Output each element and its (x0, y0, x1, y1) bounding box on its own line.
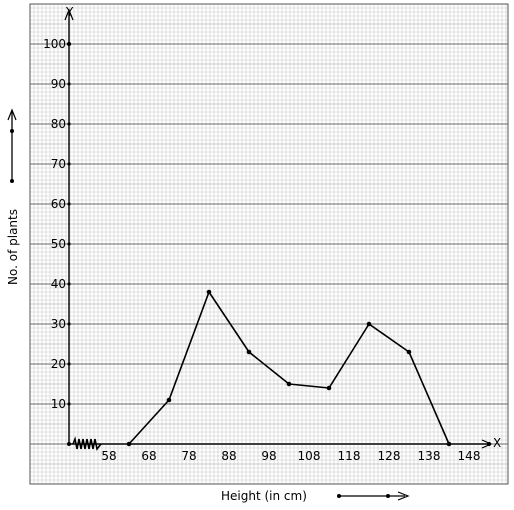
data-point (126, 441, 132, 447)
y-tick-mark (67, 162, 71, 166)
y-tick-mark (67, 82, 71, 86)
data-point (166, 397, 172, 403)
y-tick-mark (67, 362, 71, 366)
x-axis-end-point (486, 441, 492, 447)
x-tick-label: 68 (141, 449, 156, 463)
x-tick-label: 98 (261, 449, 276, 463)
y-tick-mark (67, 122, 71, 126)
data-point (446, 441, 452, 447)
direction-arrows (7, 108, 410, 501)
x-direction-arrowhead (397, 491, 410, 501)
y-tick-label: 10 (51, 397, 66, 411)
y-direction-arrowhead (7, 108, 17, 121)
y-axis-title: No. of plants (6, 209, 20, 285)
y-direction-dot (10, 179, 14, 183)
x-direction-dot (386, 494, 390, 498)
y-axis-arrowhead (64, 8, 74, 21)
x-tick-label: 148 (458, 449, 481, 463)
y-tick-label: 30 (51, 317, 66, 331)
x-axis-break-zigzag (72, 436, 102, 451)
x-direction-dot (337, 494, 341, 498)
data-point (406, 349, 412, 355)
y-tick-label: 40 (51, 277, 66, 291)
y-tick-label: 60 (51, 197, 66, 211)
chart-labels: Y X Height (in cm) No. of plants 10 20 30 4… (6, 5, 501, 503)
y-tick-label: 80 (51, 117, 66, 131)
x-axis-title: Height (in cm) (221, 489, 307, 503)
y-tick-label: 90 (51, 77, 66, 91)
y-tick-label: 70 (51, 157, 66, 171)
data-point (366, 321, 372, 327)
y-tick-mark (67, 322, 71, 326)
x-tick-label: 108 (298, 449, 321, 463)
y-axis-letter: Y (65, 5, 74, 19)
y-direction-dot (10, 129, 14, 133)
data-point (246, 349, 252, 355)
x-tick-label: 118 (338, 449, 361, 463)
x-tick-label: 128 (378, 449, 401, 463)
x-tick-label: 88 (221, 449, 236, 463)
chart-marks (126, 289, 492, 447)
x-tick-label: 78 (181, 449, 196, 463)
origin-point (67, 442, 71, 446)
y-tick-mark (67, 402, 71, 406)
x-axis-letter: X (493, 436, 501, 450)
chart-grid (29, 3, 509, 485)
data-point (206, 289, 212, 295)
y-tick-label: 50 (51, 237, 66, 251)
y-tick-label: 100 (43, 37, 66, 51)
data-point (326, 385, 332, 391)
y-tick-mark (67, 282, 71, 286)
grid-border (29, 3, 509, 485)
y-tick-mark (67, 242, 71, 246)
y-axis-top-point (66, 41, 72, 47)
x-tick-label: 58 (101, 449, 116, 463)
data-point (286, 381, 292, 387)
x-tick-label: 138 (418, 449, 441, 463)
y-tick-label: 20 (51, 357, 66, 371)
y-tick-mark (67, 202, 71, 206)
